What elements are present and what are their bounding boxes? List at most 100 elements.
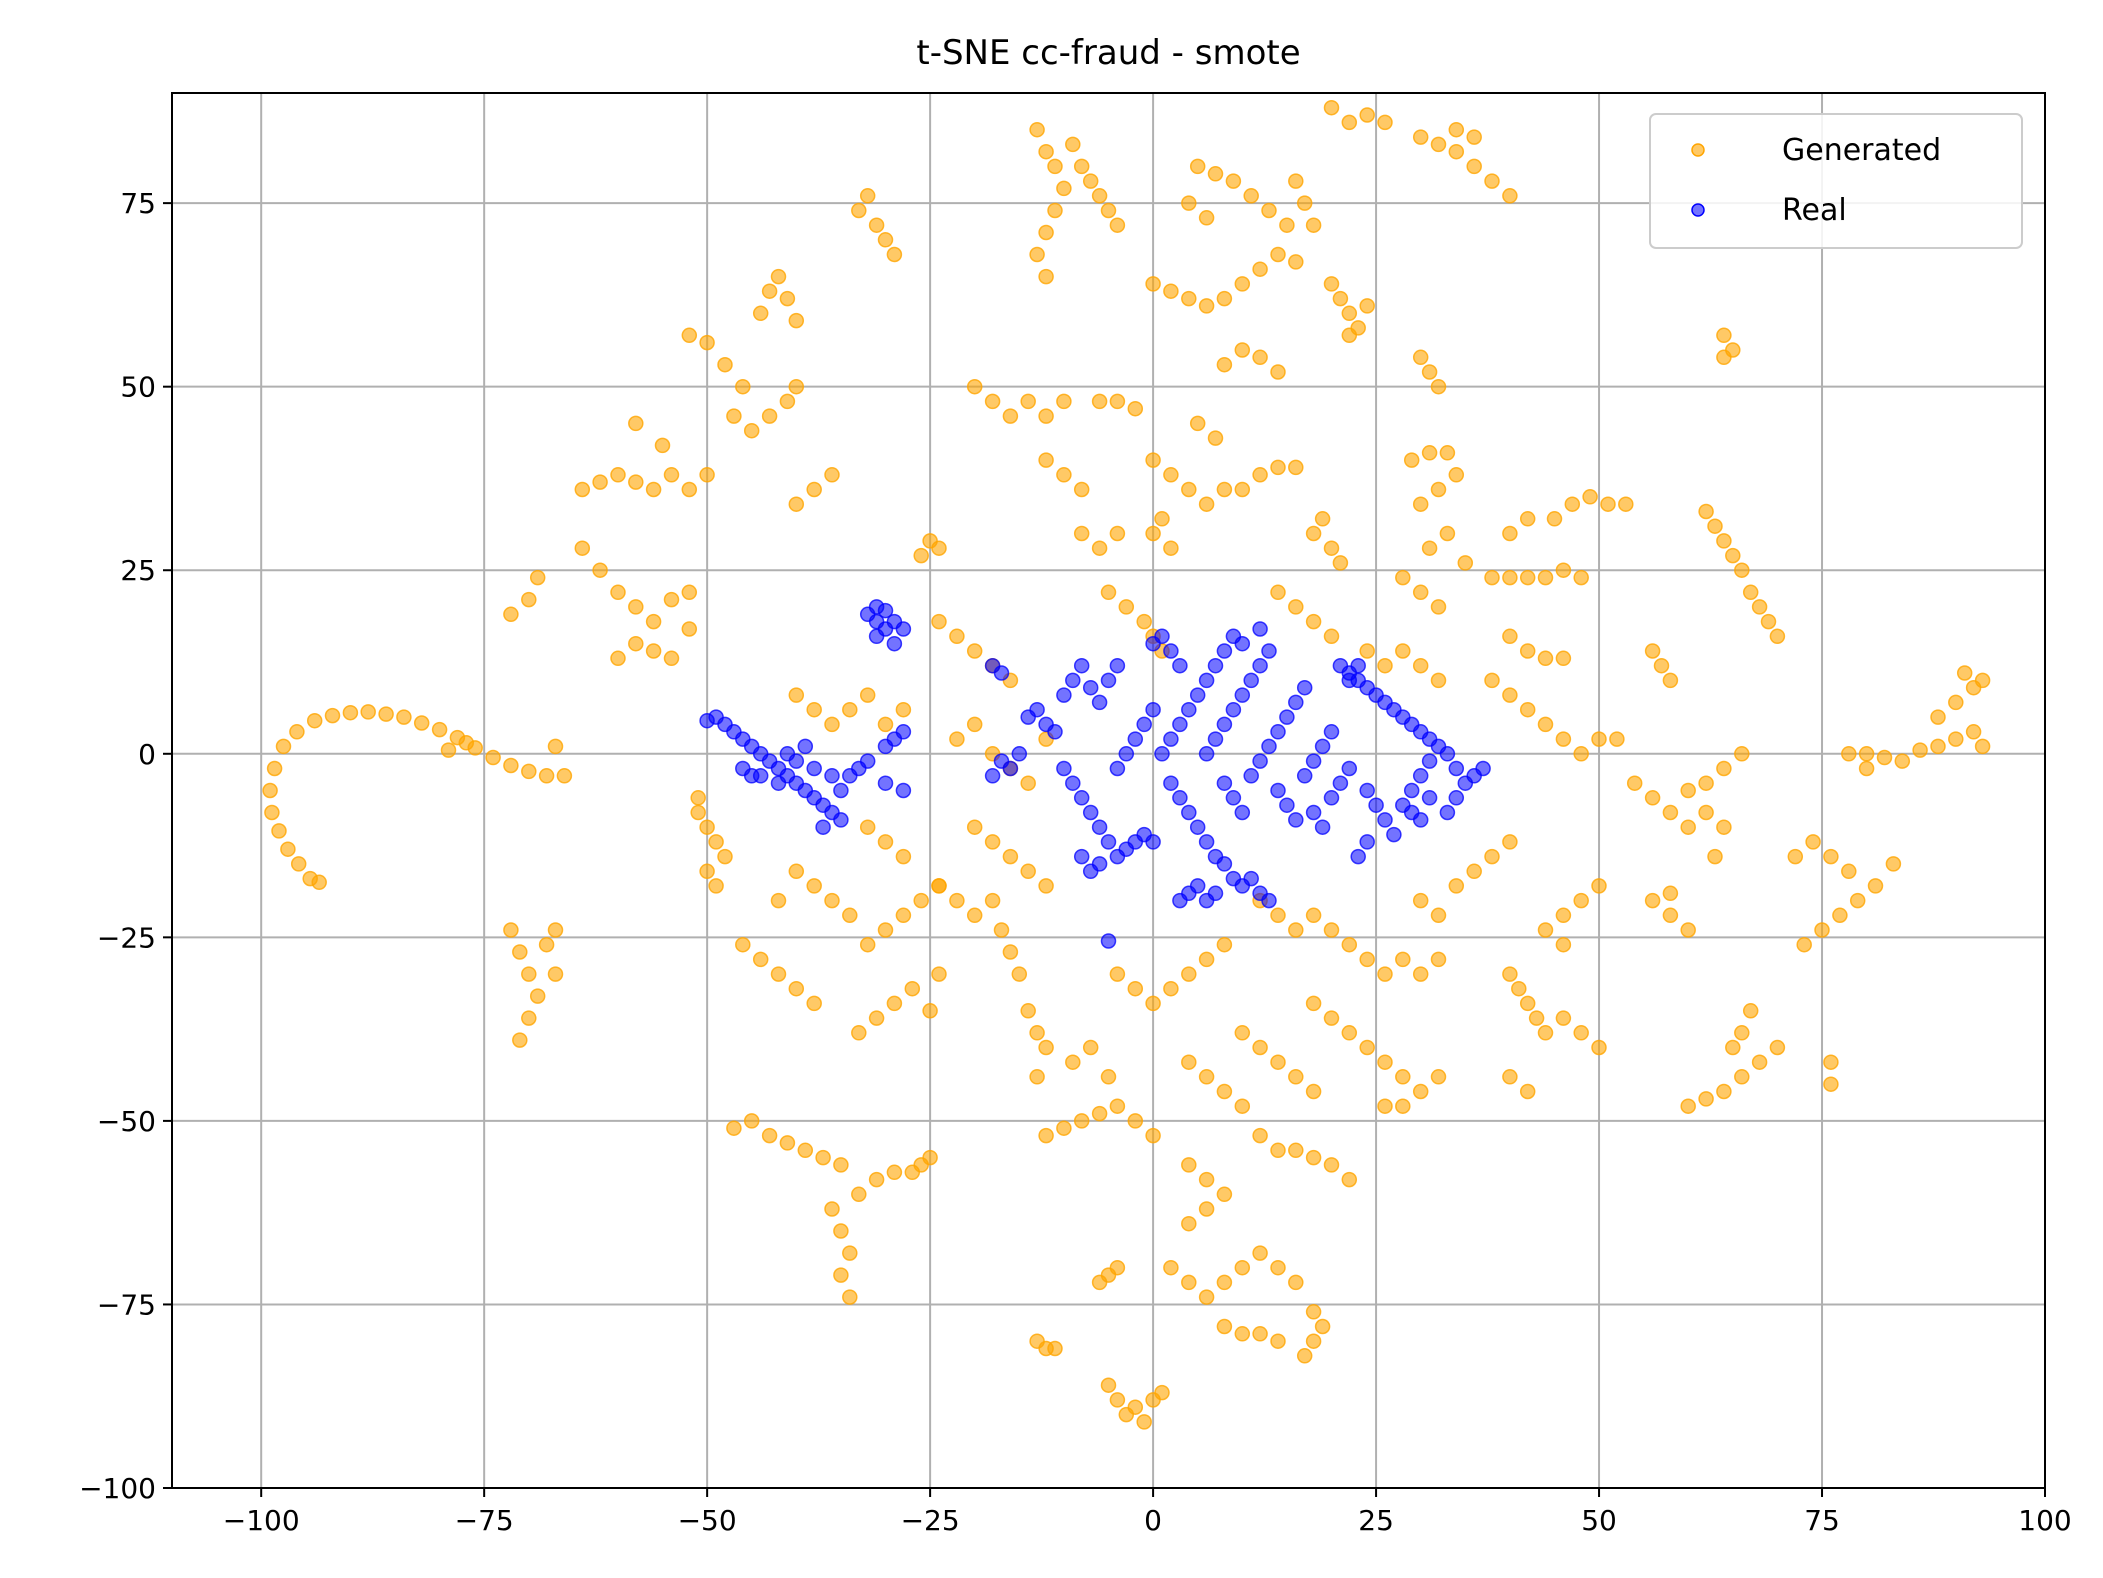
data-point-generated <box>1448 878 1465 894</box>
plot-frame <box>171 92 2046 1489</box>
data-point-real <box>1243 672 1259 689</box>
data-point-generated <box>1145 452 1161 468</box>
data-point-generated <box>1296 195 1313 211</box>
data-point-generated <box>761 1127 778 1144</box>
data-point-generated <box>1047 202 1063 219</box>
data-point-real <box>1234 687 1251 703</box>
data-point-generated <box>1038 1039 1054 1056</box>
data-point-generated <box>1020 1003 1036 1019</box>
data-point-real <box>1323 790 1340 806</box>
data-point-generated <box>922 1003 938 1019</box>
data-point-generated <box>681 584 698 601</box>
data-point-real <box>1350 848 1366 865</box>
data-point-generated <box>1270 907 1286 924</box>
data-point-generated <box>1555 907 1572 924</box>
data-point-generated <box>1056 1120 1072 1136</box>
data-point-generated <box>931 966 947 982</box>
data-point-real <box>1172 657 1188 674</box>
data-point-generated <box>1912 742 1928 758</box>
data-point-generated <box>1073 525 1090 542</box>
data-point-generated <box>592 474 608 490</box>
data-point-real <box>1421 790 1438 806</box>
data-point-generated <box>1725 547 1741 564</box>
data-point-generated <box>1305 1333 1322 1349</box>
data-point-generated <box>1198 496 1215 512</box>
data-point-real <box>1073 790 1090 806</box>
data-point-generated <box>1876 749 1893 766</box>
data-point-generated <box>1270 364 1286 380</box>
data-point-generated <box>1091 188 1108 204</box>
data-point-generated <box>1466 129 1482 145</box>
data-point-generated <box>1502 687 1518 703</box>
data-point-generated <box>717 848 733 865</box>
data-point-real <box>1279 709 1295 725</box>
data-point-generated <box>788 496 805 512</box>
data-point-generated <box>556 768 573 784</box>
data-point-generated <box>779 393 796 410</box>
data-point-generated <box>824 892 840 909</box>
data-point-generated <box>842 701 858 718</box>
legend-label-real: Real <box>1782 193 1847 228</box>
data-point-generated <box>1154 511 1170 527</box>
data-point-generated <box>1341 327 1358 344</box>
data-point-generated <box>1395 569 1411 586</box>
data-point-generated <box>1716 760 1732 777</box>
data-point-generated <box>1225 173 1242 189</box>
data-point-generated <box>1502 525 1518 542</box>
data-point-generated <box>1109 217 1126 233</box>
data-point-generated <box>1163 540 1179 556</box>
data-point-generated <box>1047 158 1063 175</box>
data-point-generated <box>1412 657 1429 674</box>
data-point-generated <box>1020 775 1036 791</box>
data-point-generated <box>1305 525 1322 542</box>
data-point-generated <box>538 768 555 784</box>
data-point-generated <box>1377 966 1393 982</box>
data-point-generated <box>1930 738 1946 755</box>
y-tick-label: −50 <box>97 1105 156 1138</box>
data-point-generated <box>770 268 787 285</box>
data-point-real <box>1359 782 1375 799</box>
data-point-generated <box>1484 173 1500 189</box>
data-point-real <box>1198 672 1215 689</box>
data-point-generated <box>1127 400 1144 417</box>
data-point-generated <box>1734 746 1750 762</box>
data-point-generated <box>1091 1105 1108 1122</box>
data-point-generated <box>1216 1186 1233 1203</box>
data-point-generated <box>904 980 921 997</box>
data-point-generated <box>1252 1127 1268 1144</box>
x-tick-label: −75 <box>455 1504 514 1537</box>
data-point-generated <box>1412 349 1429 366</box>
data-point-generated <box>1073 1113 1090 1129</box>
data-point-generated <box>1537 650 1554 667</box>
data-point-generated <box>1974 672 1991 689</box>
data-point-generated <box>521 591 537 608</box>
data-point-real <box>1234 635 1251 652</box>
data-point-generated <box>1288 459 1304 476</box>
data-point-generated <box>842 1245 858 1261</box>
data-point-generated <box>663 467 680 483</box>
data-point-generated <box>378 706 394 722</box>
data-point-real <box>1296 768 1313 784</box>
data-point-generated <box>1858 746 1875 762</box>
data-point-real <box>1056 687 1072 703</box>
data-point-generated <box>1618 496 1634 512</box>
data-point-real <box>1359 834 1375 850</box>
data-point-generated <box>1734 1025 1750 1041</box>
data-point-generated <box>895 848 912 865</box>
data-point-generated <box>833 1157 849 1173</box>
data-point-generated <box>949 628 965 645</box>
data-point-generated <box>752 305 769 322</box>
data-point-real <box>1011 746 1028 762</box>
data-point-generated <box>521 1010 537 1026</box>
data-point-generated <box>1609 731 1625 747</box>
data-point-real <box>1073 657 1090 674</box>
data-point-generated <box>966 819 983 835</box>
data-point-generated <box>271 823 287 839</box>
data-point-generated <box>868 217 885 233</box>
data-point-generated <box>788 863 805 880</box>
data-point-generated <box>574 540 591 556</box>
data-point-generated <box>699 467 715 483</box>
data-point-generated <box>1038 1127 1054 1144</box>
data-point-real <box>868 628 885 645</box>
data-point-generated <box>1323 1157 1340 1173</box>
